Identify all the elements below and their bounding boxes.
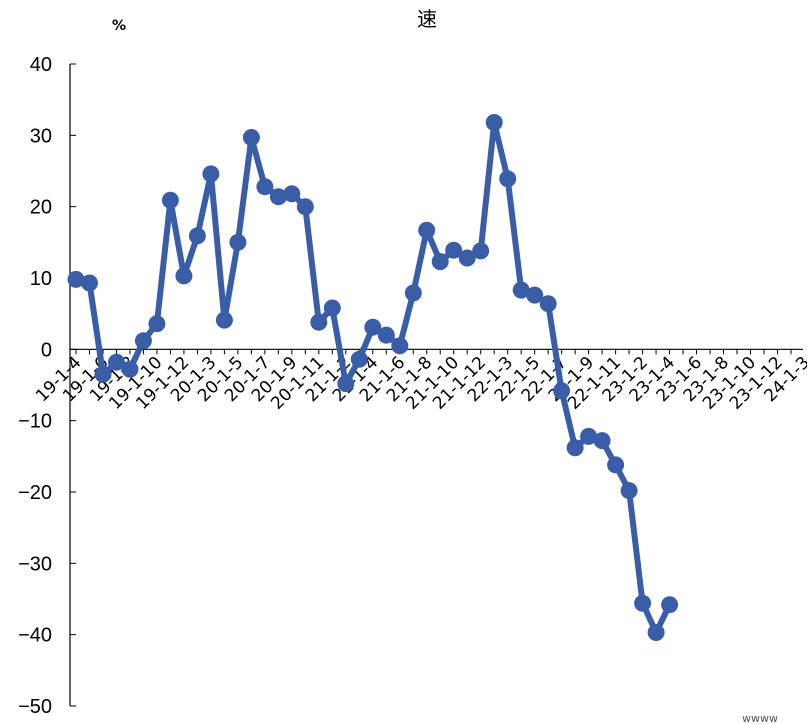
data-point <box>94 365 112 383</box>
y-tick-label: 30 <box>30 125 52 147</box>
data-point <box>472 242 490 260</box>
data-point <box>148 315 166 333</box>
data-point <box>67 270 85 288</box>
data-point <box>377 326 395 344</box>
data-point <box>310 313 328 331</box>
y-unit-label: % <box>112 18 126 34</box>
data-point <box>553 382 571 400</box>
data-point <box>269 188 287 206</box>
data-point <box>161 191 179 209</box>
data-point <box>661 596 679 614</box>
y-tick-label: 40 <box>30 54 52 76</box>
data-point <box>175 267 193 285</box>
data-point <box>121 360 139 378</box>
data-point <box>404 284 422 302</box>
data-point <box>580 427 598 445</box>
data-point <box>283 185 301 203</box>
data-point <box>607 456 625 474</box>
x-tick-labels: 19-1-419-1-619-1-819-1-1019-1-1220-1-320… <box>32 353 807 414</box>
data-point <box>188 227 206 245</box>
y-tick-label: −20 <box>18 482 52 504</box>
data-point <box>445 241 463 259</box>
data-point <box>323 299 341 317</box>
data-point <box>215 311 233 329</box>
data-point <box>647 624 665 641</box>
data-point <box>337 375 355 393</box>
y-tick-labels: 40 30 20 10 0 −10 −20 −30 −40 −50 <box>18 54 52 718</box>
data-point <box>350 350 368 368</box>
y-tick-label: −40 <box>18 625 52 647</box>
data-point <box>134 332 152 350</box>
y-tick-label: −10 <box>18 411 52 433</box>
data-point <box>512 281 530 299</box>
data-point <box>566 439 584 457</box>
data-point <box>296 198 314 216</box>
data-point <box>391 337 409 355</box>
data-point <box>256 178 274 196</box>
data-point <box>81 274 98 292</box>
data-point <box>418 221 436 239</box>
y-tick-label: 10 <box>30 268 52 290</box>
watermark: wwww <box>742 712 778 724</box>
data-point <box>229 233 247 251</box>
data-point <box>539 295 557 313</box>
data-point <box>364 318 382 336</box>
axes <box>69 63 803 707</box>
data-point <box>593 432 611 450</box>
data-point <box>499 170 517 188</box>
y-tick-label: 20 <box>30 197 52 219</box>
data-point <box>458 249 476 267</box>
data-point <box>242 129 260 146</box>
y-tick-label: −50 <box>18 696 52 718</box>
data-point <box>431 253 449 271</box>
data-point <box>526 286 544 304</box>
data-point <box>202 165 220 183</box>
data-point <box>620 482 638 500</box>
data-point <box>485 114 503 131</box>
y-tick-label: 0 <box>41 339 52 361</box>
series-points <box>67 114 679 641</box>
data-point <box>108 353 125 371</box>
chart-title: 速 <box>417 7 437 31</box>
y-tick-label: −30 <box>18 553 52 575</box>
data-point <box>634 594 652 612</box>
